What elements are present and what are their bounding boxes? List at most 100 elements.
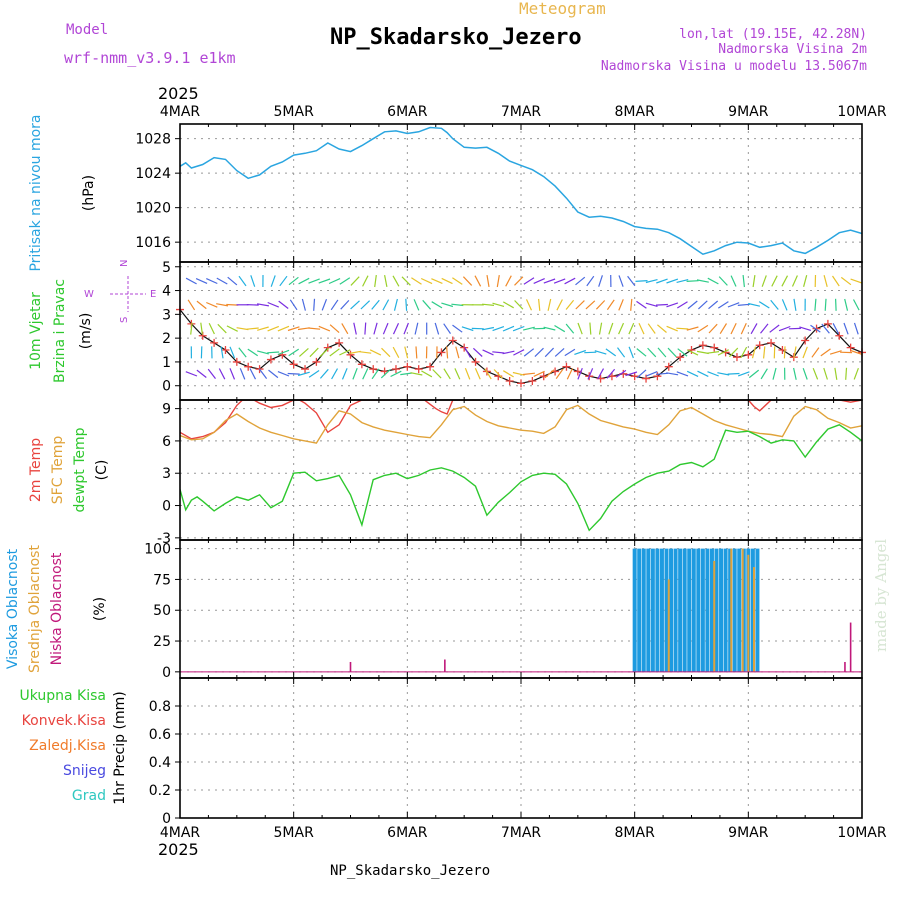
time-label-top: 8MAR — [615, 104, 656, 120]
wind-arrow — [373, 322, 378, 335]
wind-speed-marker — [835, 331, 844, 340]
wind-arrow — [514, 276, 524, 286]
cloud-high-bar — [696, 548, 701, 672]
wind-speed-marker — [232, 357, 241, 366]
wind-arrow — [289, 299, 298, 311]
wind-arrow — [697, 370, 709, 377]
wind-arrow — [236, 327, 249, 331]
wind-arrow — [462, 276, 473, 286]
wind-arrow — [247, 348, 259, 357]
watermark: made by Angel — [872, 539, 890, 652]
wind-arrow — [413, 299, 420, 311]
wind-arrow — [778, 325, 791, 332]
wind-arrow — [763, 346, 766, 359]
cloud-high-bar — [700, 548, 705, 672]
wind-arrow — [772, 367, 777, 380]
wind-speed-marker — [664, 362, 673, 371]
cloud-mid-bar — [713, 560, 716, 672]
wind-arrow — [608, 322, 614, 335]
wind-arrow — [287, 326, 300, 332]
cloud-high-bar — [682, 548, 687, 672]
wind-arrow — [627, 275, 636, 287]
panel-unit-wind: (m/s) — [78, 313, 94, 350]
panel-ylabel-clouds: Niska Oblacnost — [49, 552, 65, 665]
wind-arrow — [707, 351, 720, 354]
cloud-high-bar — [637, 548, 642, 672]
wind-arrow — [636, 369, 647, 379]
wind-arrow — [533, 278, 545, 284]
wind-arrow — [740, 322, 747, 335]
wind-arrow — [434, 322, 440, 335]
panel-ylabel-temperature: dewpt Temp — [72, 427, 88, 512]
wind-arrow — [523, 277, 535, 285]
wind-arrow — [461, 326, 474, 332]
wind-arrow — [267, 351, 280, 354]
y-tick-label: 1016 — [135, 235, 171, 251]
wind-arrow — [730, 275, 737, 287]
wind-arrow — [513, 349, 525, 356]
wind-arrow — [533, 370, 545, 377]
wind-arrow — [850, 349, 862, 355]
wind-arrow — [618, 322, 625, 335]
wind-arrow — [554, 324, 566, 333]
wind-arrow — [769, 324, 780, 333]
wind-arrow — [492, 326, 505, 332]
wind-arrow — [645, 279, 658, 284]
cloud-mid-bar — [753, 567, 756, 672]
wind-arrow — [547, 298, 552, 311]
wind-arrow — [493, 369, 503, 379]
cloud-low-bar — [444, 659, 446, 672]
wind-arrow — [452, 324, 463, 333]
y-tick-label: 0.2 — [149, 783, 171, 799]
wind-arrow — [329, 324, 340, 334]
elevation-label: Nadmorska Visina 2m — [718, 42, 867, 57]
coords-label: lon,lat (19.15E, 42.28N) — [679, 27, 867, 42]
cloud-high-bar — [737, 548, 742, 672]
wind-arrow — [229, 368, 236, 380]
wind-arrow — [319, 347, 330, 358]
axes-layer: 4MAR 4MAR 5MAR 5MAR 6MAR 6MAR 7MAR 7MAR 8MAR 8MAR… — [5, 104, 887, 841]
wind-arrow — [364, 322, 367, 335]
wind-arrow — [666, 325, 678, 332]
wind-speed-marker — [755, 341, 764, 350]
wind-arrow — [544, 347, 555, 358]
wind-arrow — [625, 371, 638, 377]
wind-arrow — [696, 279, 709, 283]
wind-arrow — [821, 323, 830, 334]
wind-speed-marker — [414, 365, 423, 374]
y-tick-label: 50 — [153, 603, 171, 619]
wind-speed-marker — [244, 362, 253, 371]
wind-arrow — [341, 368, 348, 380]
wind-arrow — [421, 370, 433, 378]
wind-arrow — [422, 299, 432, 310]
wind-arrow — [308, 278, 320, 284]
wind-arrow — [319, 368, 329, 379]
wind-arrow — [781, 299, 788, 311]
wind-arrow — [717, 372, 730, 376]
wind-arrow — [575, 300, 585, 310]
wind-arrow — [577, 322, 583, 335]
wind-arrow — [666, 278, 679, 284]
wind-arrow — [598, 322, 603, 335]
wind-arrow — [432, 369, 442, 379]
panel-unit-temperature: (C) — [94, 460, 110, 481]
cloud-high-bar — [687, 548, 692, 672]
wind-arrow — [298, 277, 310, 285]
wind-arrow — [464, 346, 472, 358]
wind-arrow — [845, 367, 848, 380]
wind-arrow — [810, 324, 821, 333]
wind-arrow — [277, 325, 290, 332]
wind-arrow — [829, 350, 842, 355]
panel-ylabel-wind: 10m Vjetar — [28, 292, 44, 370]
cloud-low-bar — [849, 622, 852, 672]
wind-speed-marker — [266, 355, 275, 364]
cloud-high-bar — [719, 548, 724, 672]
wind-arrow — [415, 346, 418, 359]
wind-arrow — [482, 349, 494, 356]
wind-arrow — [595, 300, 606, 310]
panel-ylabel-temperature: SFC Temp — [50, 436, 66, 505]
wind-arrow — [793, 298, 797, 311]
wind-speed-marker — [323, 343, 332, 352]
wind-arrow — [277, 371, 290, 377]
